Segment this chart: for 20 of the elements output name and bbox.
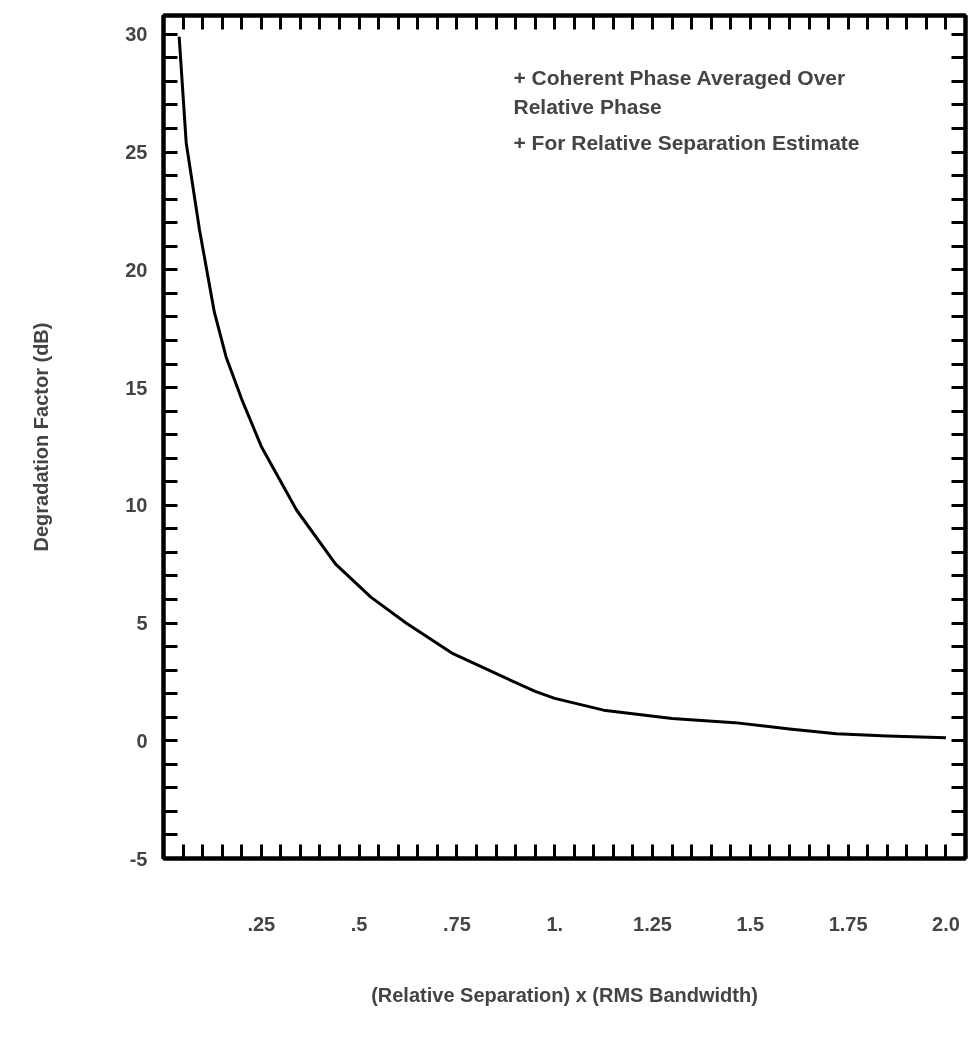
annotation: + Coherent Phase Averaged Over Relative Phase	[513, 65, 846, 119]
x-tick-label: .5	[350, 912, 368, 935]
y-axis-title: Degradation Factor (dB)	[30, 322, 53, 552]
y-tick-label: 15	[125, 376, 148, 399]
y-tick-label: 25	[125, 141, 148, 164]
y-tick-label: 30	[125, 23, 148, 46]
y-tick-label: -5	[129, 847, 148, 870]
y-tick-label: 5	[136, 612, 148, 635]
y-tick-label: 0	[136, 729, 148, 752]
y-tick-label: 20	[125, 258, 148, 281]
x-tick-label: .25	[247, 912, 276, 935]
x-tick-label: 1.	[546, 912, 564, 935]
annotation: + For Relative Separation Estimate	[513, 130, 860, 154]
x-tick-label: .75	[443, 912, 471, 935]
x-tick-label: 1.25	[633, 912, 672, 935]
x-tick-label: 1.5	[736, 912, 765, 935]
x-axis-title: (Relative Separation) x (RMS Bandwidth)	[371, 983, 758, 1006]
x-tick-label: 1.75	[828, 912, 868, 935]
y-tick-label: 10	[125, 494, 148, 517]
x-tick-label: 2.0	[932, 912, 960, 935]
